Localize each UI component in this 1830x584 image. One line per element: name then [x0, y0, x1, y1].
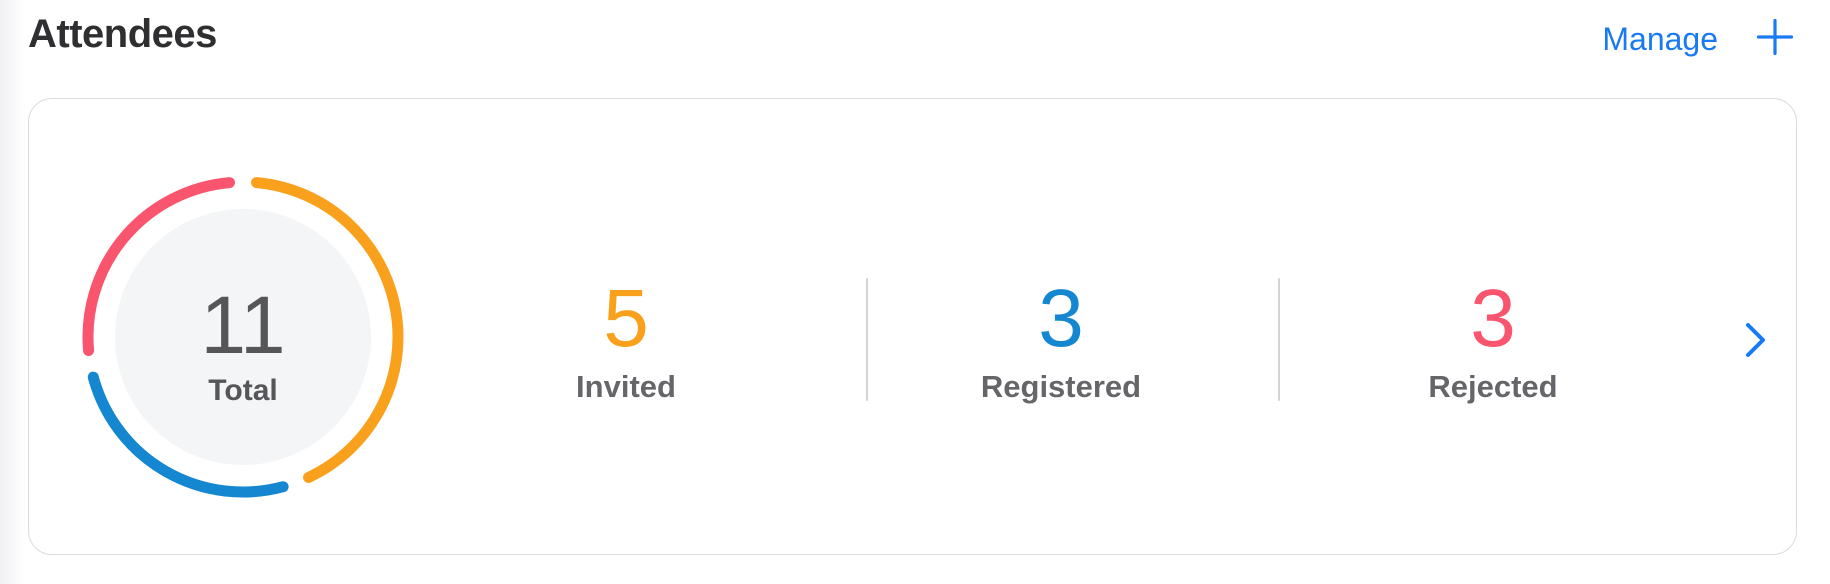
left-edge-fade [0, 0, 26, 584]
stat-invited-value: 5 [603, 273, 649, 364]
donut-center-text: 11 Total [81, 175, 405, 499]
stat-divider [1278, 278, 1280, 401]
stat-rejected-value: 3 [1470, 273, 1516, 364]
attendees-summary-card[interactable]: 11 Total 5 Invited 3 Registered 3 Reject… [28, 98, 1797, 555]
donut-segment-invited [251, 177, 404, 483]
chevron-right-icon [1746, 323, 1765, 357]
stat-registered: 3 Registered [881, 269, 1241, 402]
total-value: 11 [200, 280, 286, 371]
donut-ring-svg [82, 177, 404, 498]
donut-segment-rejected [82, 177, 235, 357]
donut-segment-registered [87, 371, 289, 498]
stat-registered-value: 3 [1038, 273, 1084, 364]
stat-invited: 5 Invited [446, 269, 806, 402]
stat-divider [866, 278, 868, 401]
stat-rejected: 3 Rejected [1313, 269, 1673, 402]
stat-rejected-label: Rejected [1428, 369, 1558, 404]
page-title: Attendees [28, 12, 217, 56]
manage-link[interactable]: Manage [1602, 21, 1718, 57]
donut-inner-circle [115, 209, 371, 465]
plus-icon [1756, 18, 1794, 56]
attendees-donut-chart: 11 Total [81, 175, 405, 499]
stat-invited-label: Invited [576, 369, 676, 404]
add-attendee-button[interactable] [1756, 18, 1794, 56]
stat-registered-label: Registered [980, 369, 1142, 404]
view-attendees-chevron[interactable] [1741, 320, 1769, 360]
total-label: Total [208, 374, 278, 407]
